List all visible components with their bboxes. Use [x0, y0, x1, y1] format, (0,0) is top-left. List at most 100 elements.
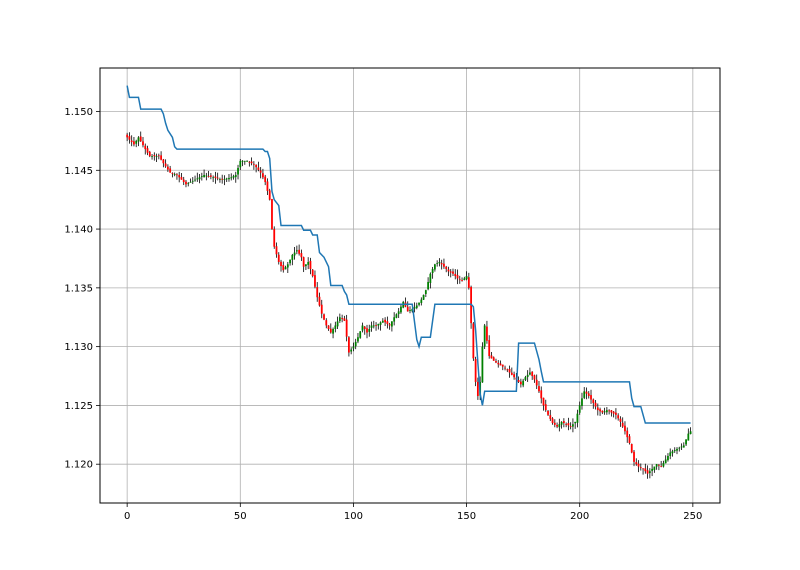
candle-body: [142, 141, 144, 146]
candle-body: [680, 446, 683, 448]
candle-body: [350, 349, 353, 352]
candle-body: [187, 183, 190, 185]
indicator-lines: [126, 85, 691, 424]
candle-body: [393, 317, 396, 322]
candle-body: [379, 322, 382, 325]
candle-body: [252, 163, 255, 165]
candle-body: [456, 275, 459, 279]
candle-body: [182, 179, 185, 183]
candle-body: [266, 181, 269, 191]
candle-body: [354, 341, 357, 347]
candle-body: [642, 468, 644, 470]
candle-body: [612, 411, 615, 414]
candle-body: [298, 249, 301, 254]
candle-body: [418, 302, 420, 305]
candle-body: [203, 174, 205, 178]
candle-body: [273, 229, 276, 247]
candle-body: [320, 304, 323, 314]
candle-body: [363, 326, 366, 329]
candle-body: [275, 246, 278, 255]
candle-body: [648, 471, 651, 474]
candle-body: [305, 264, 307, 267]
candle-body: [639, 467, 642, 469]
candle-body: [624, 425, 626, 432]
candle-body: [467, 277, 470, 288]
candle-body: [216, 177, 219, 179]
candle-body: [508, 369, 511, 373]
candle-body: [676, 448, 678, 451]
candle-body: [526, 374, 529, 378]
candle-body: [205, 175, 208, 177]
candle-body: [445, 266, 448, 270]
candle-body: [155, 156, 158, 157]
candle-body: [384, 319, 387, 323]
candle-body: [662, 463, 665, 467]
candle-body: [135, 140, 138, 144]
candle-body: [440, 263, 443, 265]
candle-body: [617, 415, 620, 419]
candle-body: [436, 263, 439, 264]
candle-body: [284, 267, 287, 270]
candle-body: [594, 402, 597, 407]
candle-body: [689, 431, 692, 435]
candle-body: [513, 374, 515, 378]
candle-body: [427, 281, 430, 290]
candle-body: [162, 159, 165, 164]
y-axis-ticks: 1.120 1.125 1.130 1.135 1.140 1.145 1.150: [64, 107, 100, 471]
candle-body: [574, 421, 577, 424]
candle-body: [653, 466, 656, 471]
candle-body: [413, 307, 416, 309]
candle-body: [458, 279, 461, 281]
candle-body: [228, 177, 230, 180]
candle-body: [250, 161, 253, 164]
candle-body: [497, 362, 500, 365]
candle-body: [549, 415, 552, 419]
candle-body: [264, 176, 267, 183]
candle-body: [486, 326, 488, 341]
candle-body: [551, 418, 554, 424]
candle-body: [635, 462, 638, 465]
candle-body: [271, 199, 273, 230]
x-axis-ticks: 0 50 100 150 200 250: [124, 503, 702, 522]
candle-body: [137, 137, 140, 142]
candle-body: [219, 179, 221, 180]
candle-body: [544, 404, 547, 411]
candlesticks: [126, 131, 692, 479]
candle-body: [348, 337, 350, 353]
candle-body: [372, 325, 375, 327]
candle-body: [325, 320, 328, 326]
candle-body: [185, 181, 187, 185]
candle-body: [318, 296, 321, 306]
candle-body: [343, 318, 346, 321]
candle-body: [368, 329, 371, 332]
candle-body: [311, 269, 314, 277]
y-tick-label: 1.145: [64, 166, 93, 177]
plot-area: [100, 68, 720, 503]
candle-body: [171, 173, 174, 175]
candle-body: [232, 176, 235, 178]
candle-body: [581, 398, 583, 406]
candle-body: [293, 252, 296, 256]
candle-body: [556, 424, 558, 427]
candle-body: [243, 160, 246, 162]
candle-body: [465, 276, 468, 280]
candle-body: [300, 253, 303, 258]
candle-body: [510, 372, 513, 375]
candle-body: [189, 182, 192, 183]
candle-body: [438, 261, 441, 264]
candle-body: [673, 450, 676, 452]
y-tick-label: 1.125: [64, 401, 93, 412]
candle-body: [454, 273, 457, 277]
candle-body: [289, 259, 291, 264]
candle-body: [664, 459, 667, 464]
candle-body: [529, 372, 531, 375]
candle-body: [452, 271, 454, 274]
candle-body: [406, 306, 409, 312]
y-tick-label: 1.150: [64, 107, 93, 118]
candle-body: [547, 410, 549, 415]
candle-body: [332, 329, 334, 334]
candle-body: [151, 156, 153, 157]
candle-body: [381, 320, 384, 323]
candle-body: [334, 325, 337, 330]
